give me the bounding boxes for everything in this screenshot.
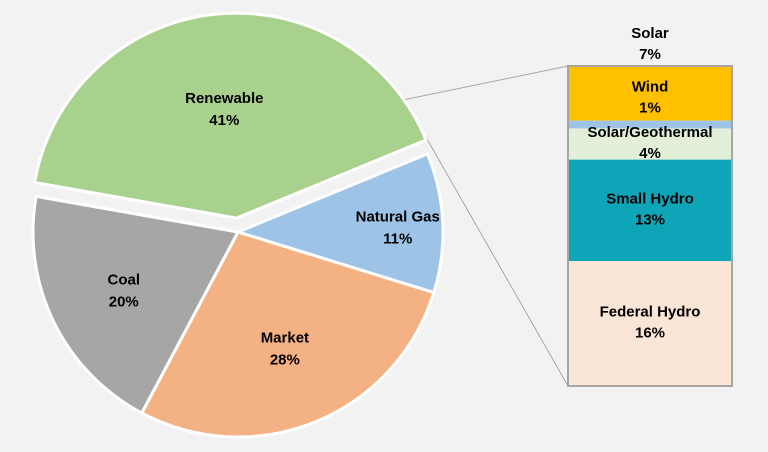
slice-value-natural-gas: 11%	[383, 231, 412, 248]
pie-slice-market	[140, 230, 436, 439]
bar-frame	[567, 65, 733, 387]
slice-value-renewable: 41%	[209, 112, 239, 129]
bar-segment-solar	[568, 66, 732, 121]
bar-value-solar: 7%	[639, 46, 661, 63]
bar-segment-solar-geothermal	[568, 128, 732, 160]
slice-label-market: Market	[261, 330, 309, 347]
slice-label-coal: Coal	[108, 272, 141, 289]
connector-bottom	[419, 126, 569, 387]
bar-label-solar: Solar	[631, 25, 669, 42]
bar-label-wind: Wind	[632, 78, 669, 95]
bar-value-small-hydro: 13%	[635, 211, 665, 228]
pie-slice-coal	[31, 194, 240, 415]
bar-value-federal-hydro: 16%	[635, 325, 665, 342]
bar-label-federal-hydro: Federal Hydro	[600, 304, 701, 321]
label-group: Renewable 41% Natural Gas 11% Market 28% Coal 2…	[108, 25, 713, 369]
pie-group	[31, 11, 445, 439]
breakdown-bar-group	[567, 65, 733, 387]
pie-slice-renewable	[33, 11, 428, 220]
bar-value-solar-geothermal: 4%	[639, 145, 661, 162]
bar-segment-wind	[568, 120, 732, 129]
bar-value-wind: 1%	[639, 99, 661, 116]
bar-segment-small-hydro	[568, 159, 732, 262]
slice-value-coal: 20%	[109, 294, 139, 311]
slice-value-market: 28%	[270, 352, 300, 369]
slice-label-renewable: Renewable	[185, 90, 263, 107]
bar-segment-federal-hydro	[568, 261, 732, 386]
bar-label-solar-geothermal: Solar/Geothermal	[587, 124, 712, 141]
slice-label-natural-gas: Natural Gas	[356, 209, 440, 226]
pie-slice-natural-gas	[236, 152, 445, 295]
bar-label-small-hydro: Small Hydro	[606, 190, 694, 207]
